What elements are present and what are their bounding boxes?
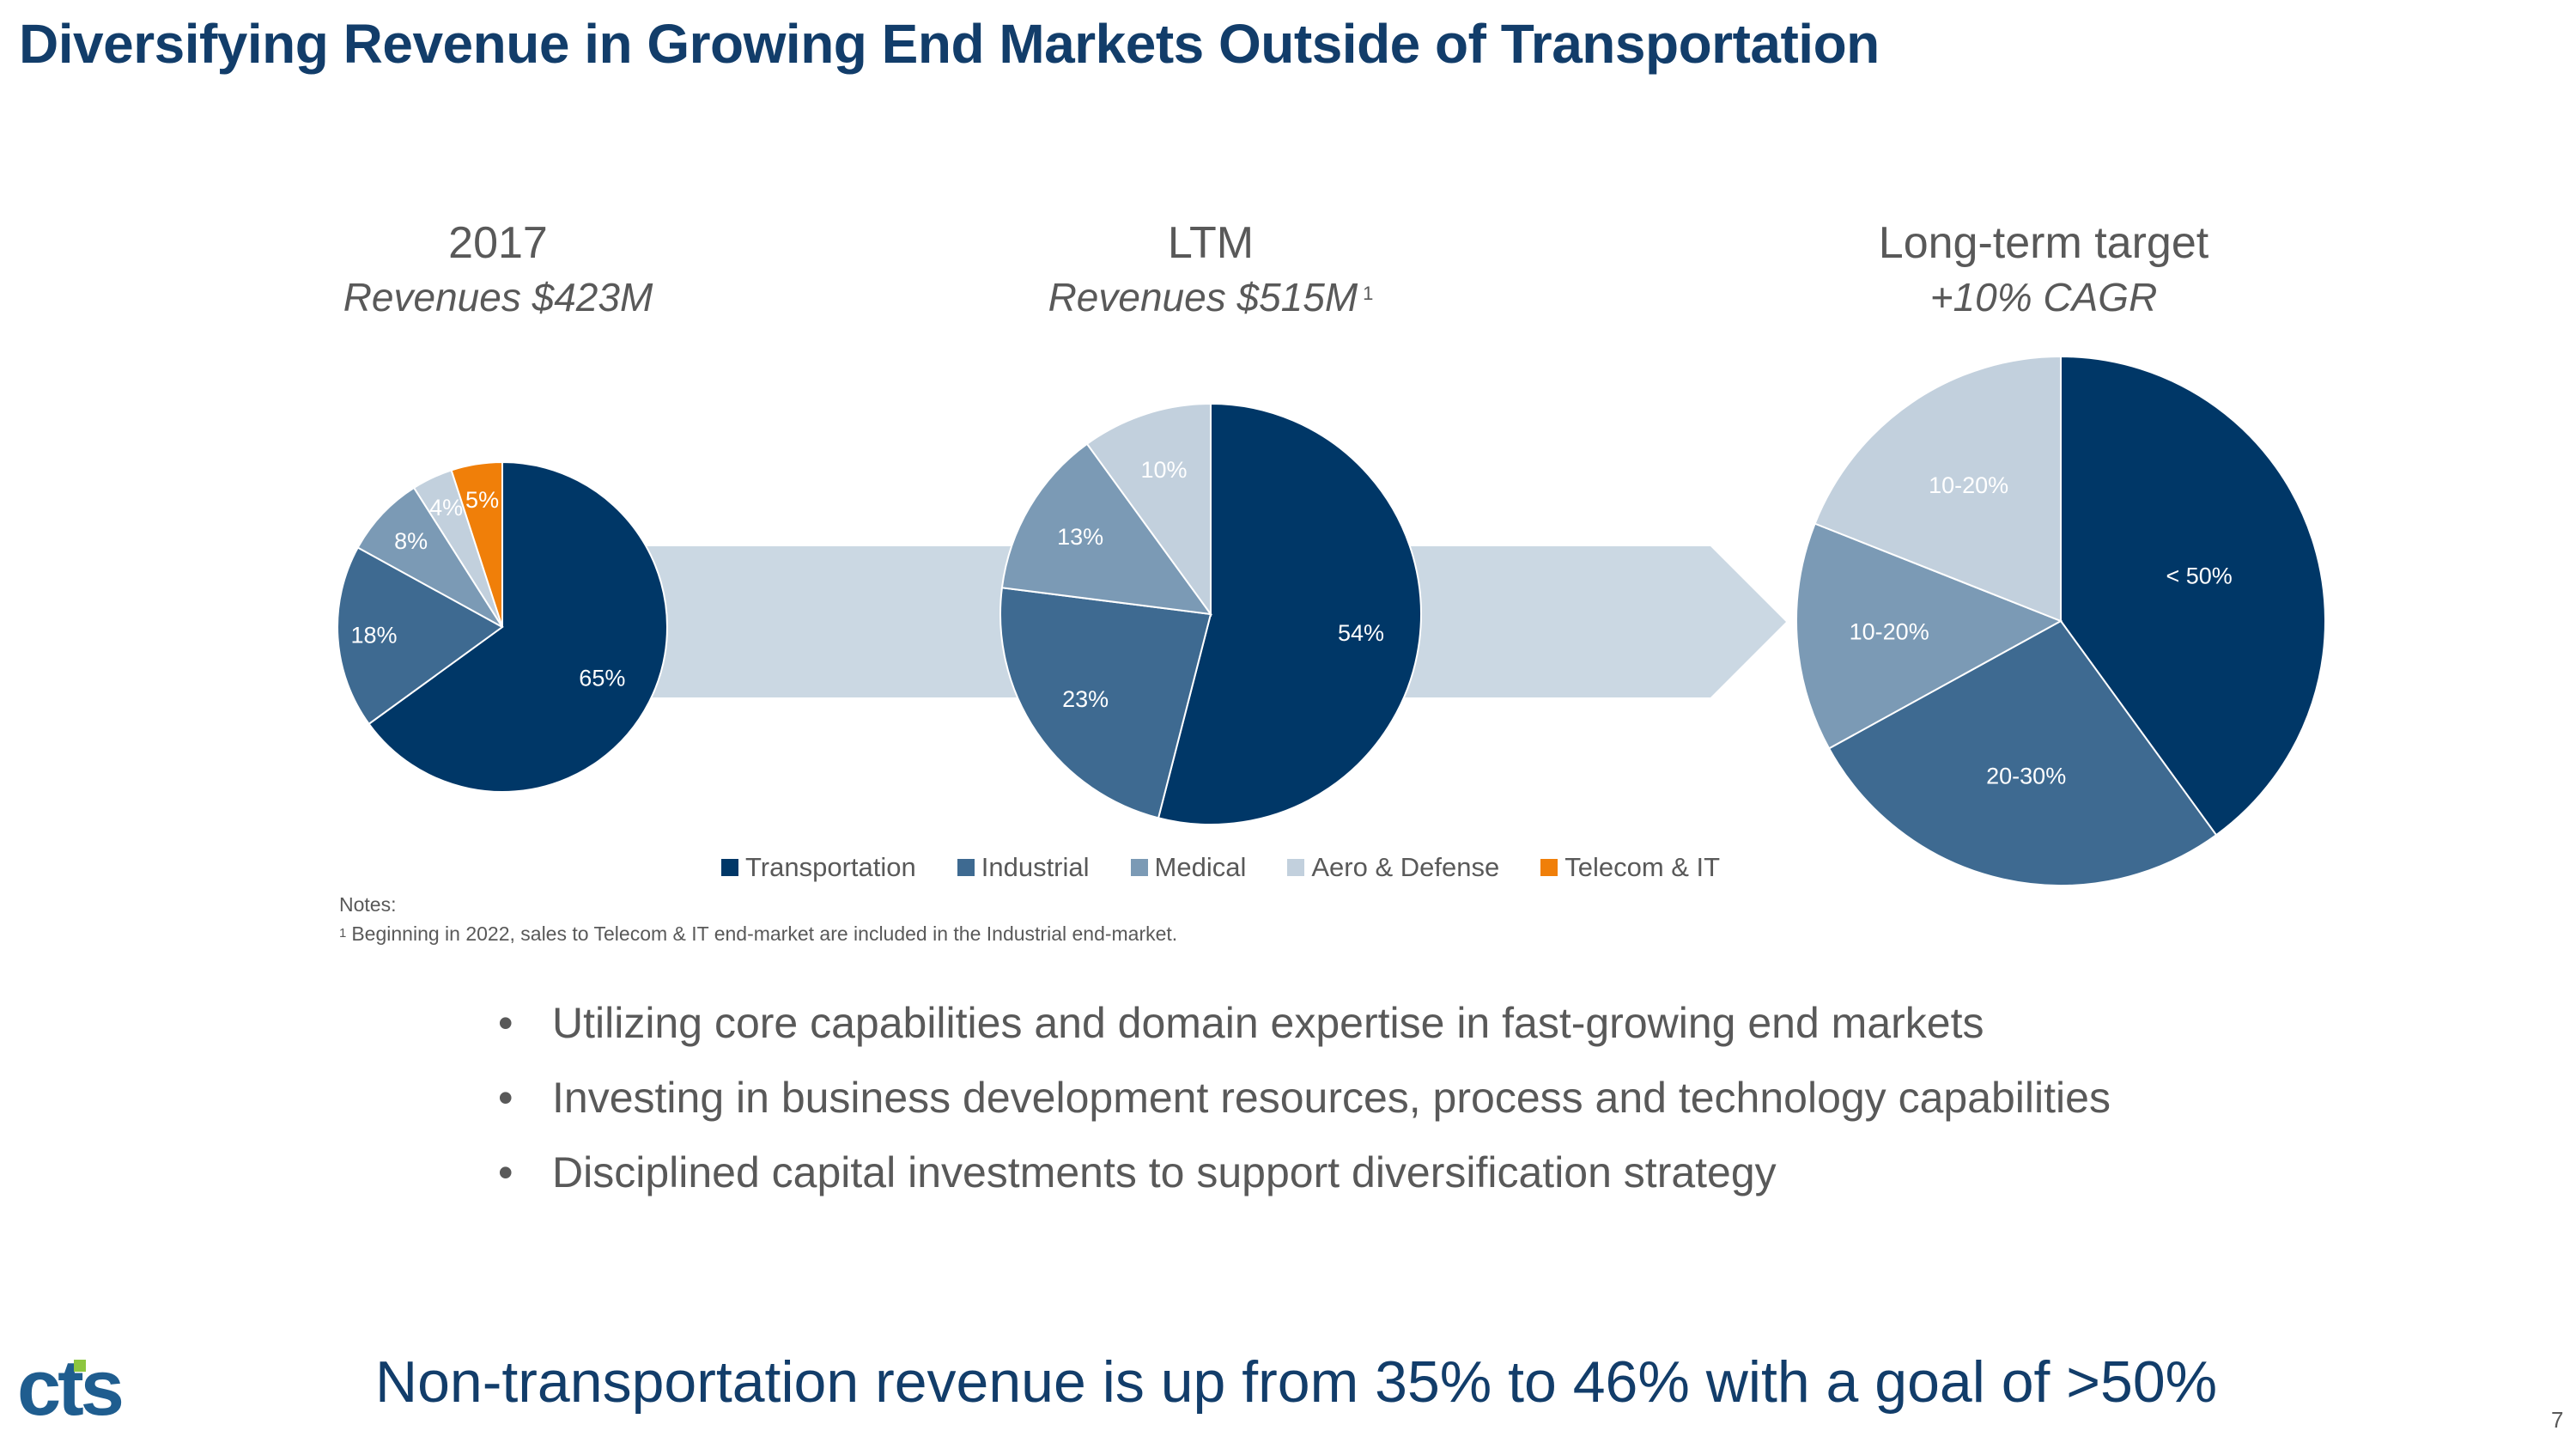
legend-item-transportation: Transportation [721, 852, 916, 883]
data-label: 23% [1062, 686, 1109, 712]
footnote-marker: 1 [339, 926, 347, 941]
legend-label: Aero & Defense [1311, 852, 1500, 882]
chart-header-target: Long-term target +10% CAGR [1820, 215, 2267, 323]
notes: Notes: 1 Beginning in 2022, sales to Tele… [339, 890, 1177, 948]
pie-slice-telecom-it [450, 460, 503, 628]
legend-swatch [957, 859, 975, 876]
bullet-dot: • [498, 1074, 513, 1122]
bullet-text: Investing in business development resour… [552, 1074, 2111, 1122]
pie-slice-industrial [337, 546, 504, 726]
data-label: 18% [351, 622, 398, 648]
logo-accent [74, 1360, 86, 1372]
bullet-item: • Disciplined capital investments to supp… [498, 1135, 2111, 1210]
chart-legend: Transportation Industrial Medical Aero &… [721, 852, 1720, 883]
data-label: 8% [394, 528, 428, 554]
data-label: 10-20% [1929, 472, 2008, 498]
pie-slice-aero-defense [1085, 402, 1212, 618]
pie-slice-transportation [1157, 402, 1422, 825]
chart-header-ltm: LTM Revenues $515M 1 [1013, 215, 1408, 323]
chart-subtitle: +10% CAGR [1929, 275, 2158, 320]
pie-slice-transportation [368, 460, 668, 793]
pie-slice-medical [1795, 522, 2063, 750]
chart-title: Long-term target [1878, 218, 2209, 268]
chart-subtitle: Revenues $515M 1 [1013, 271, 1408, 323]
pie-slice-industrial [1827, 619, 2218, 886]
data-label: < 50% [2166, 563, 2232, 589]
pie-chart-2: < 50% 20-30% 10-20% 10-20% [1795, 355, 2326, 886]
legend-item-medical: Medical [1130, 852, 1247, 883]
legend-swatch [1287, 859, 1305, 876]
legend-swatch [1540, 859, 1558, 876]
legend-item-aero-defense: Aero & Defense [1287, 852, 1499, 883]
legend-label: Telecom & IT [1564, 852, 1721, 882]
legend-label: Medical [1154, 852, 1247, 882]
data-label: 10-20% [1850, 619, 1929, 645]
page-number: 7 [2551, 1407, 2564, 1433]
footnote-text: Beginning in 2022, sales to Telecom & IT… [351, 922, 1178, 945]
bullet-item: • Utilizing core capabilities and domain … [498, 986, 2111, 1061]
chart-subtitle-text: Revenues $515M [1048, 275, 1358, 320]
slide-title: Diversifying Revenue in Growing End Mark… [19, 13, 1880, 75]
pie-slice-transportation [2060, 355, 2326, 837]
pie-slice-industrial [999, 587, 1212, 819]
data-label: 65% [579, 665, 625, 691]
logo-wordmark: cts [17, 1353, 122, 1425]
legend-label: Industrial [981, 852, 1090, 882]
chart-title: LTM [1167, 218, 1255, 268]
legend-label: Transportation [745, 852, 916, 882]
bullet-text: Utilizing core capabilities and domain e… [552, 999, 1984, 1047]
legend-item-industrial: Industrial [957, 852, 1090, 883]
bullet-dot: • [498, 999, 513, 1047]
cts-logo: cts [17, 1353, 125, 1425]
legend-swatch [721, 859, 738, 876]
data-label: 20-30% [1986, 763, 2066, 788]
data-label: 54% [1338, 620, 1384, 646]
data-label: 13% [1057, 524, 1103, 550]
pie-slice-medical [356, 486, 503, 628]
bullet-item: • Investing in business development resou… [498, 1061, 2111, 1135]
footnote: 1 Beginning in 2022, sales to Telecom & I… [339, 919, 1177, 948]
pie-layer: 65% 18% 8%4% 5% 54% 23% 13% 10% < 50% 20-30% 10-20… [337, 355, 2326, 886]
tagline: Non-transportation revenue is up from 35… [375, 1349, 2218, 1415]
pie-chart-1: 54% 23% 13% 10% [999, 402, 1422, 825]
notes-heading: Notes: [339, 893, 397, 916]
pie-slice-aero-defense [1814, 355, 2062, 623]
bullet-dot: • [498, 1148, 513, 1196]
data-label: 10% [1140, 457, 1187, 483]
pie-chart-0: 65% 18% 8%4% 5% [337, 460, 668, 793]
legend-item-telecom-it: Telecom & IT [1540, 852, 1720, 883]
bullet-list: • Utilizing core capabilities and domain … [498, 986, 2111, 1210]
footnote-marker: 1 [1363, 283, 1374, 304]
data-label: 5% [465, 487, 499, 513]
chart-title: 2017 [448, 218, 548, 268]
legend-swatch [1130, 859, 1148, 876]
data-label: 4% [429, 495, 463, 521]
chart-subtitle: Revenues $423M [343, 275, 653, 320]
chart-header-2017: 2017 Revenues $423M [326, 215, 670, 323]
bullet-text: Disciplined capital investments to suppo… [552, 1148, 1777, 1196]
pie-slice-medical [1000, 442, 1213, 616]
